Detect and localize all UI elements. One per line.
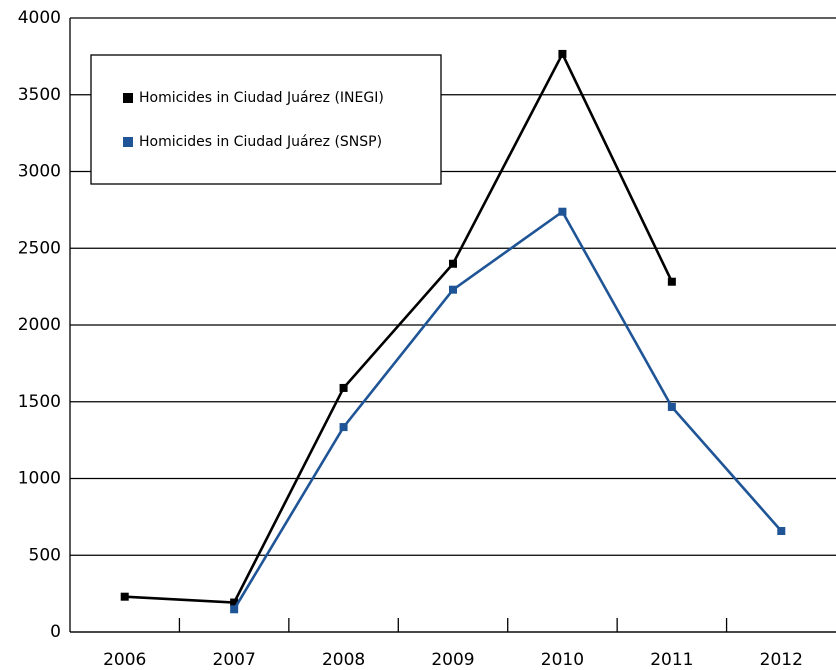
series-line	[233, 209, 783, 610]
data-point	[230, 598, 239, 607]
data-point	[667, 277, 676, 286]
legend-box	[90, 54, 442, 185]
x-tick-label: 2007	[213, 650, 256, 670]
legend-marker	[123, 93, 133, 103]
y-tick-label: 2000	[18, 315, 61, 335]
y-tick-label: 0	[50, 622, 61, 642]
data-point	[339, 383, 348, 392]
data-point	[449, 259, 457, 268]
x-tick-label: 2006	[103, 650, 146, 670]
y-tick-label: 3000	[18, 162, 61, 182]
x-tick-label: 2011	[650, 650, 693, 670]
data-point	[777, 526, 786, 535]
x-tick-label: 2012	[760, 650, 803, 670]
x-tick-label: 2008	[322, 650, 365, 670]
y-tick-label: 2500	[18, 238, 61, 258]
x-tick-label: 2009	[431, 650, 474, 670]
data-point	[230, 605, 239, 614]
data-point	[120, 592, 129, 601]
legend-label: Homicides in Ciudad Juárez (INEGI)	[139, 90, 384, 106]
y-tick-label: 500	[29, 545, 61, 565]
data-point	[558, 207, 567, 216]
y-tick-label: 3500	[18, 85, 61, 105]
y-tick-label: 1500	[18, 392, 61, 412]
data-point	[449, 285, 457, 294]
legend-label: Homicides in Ciudad Juárez (SNSP)	[139, 134, 382, 150]
data-point	[339, 423, 348, 432]
y-tick-label: 4000	[18, 8, 61, 28]
y-tick-label: 1000	[18, 469, 61, 489]
data-point	[558, 49, 567, 58]
legend-marker	[123, 137, 133, 147]
data-point	[667, 402, 676, 411]
series-line	[124, 51, 674, 604]
x-tick-label: 2010	[541, 650, 584, 670]
